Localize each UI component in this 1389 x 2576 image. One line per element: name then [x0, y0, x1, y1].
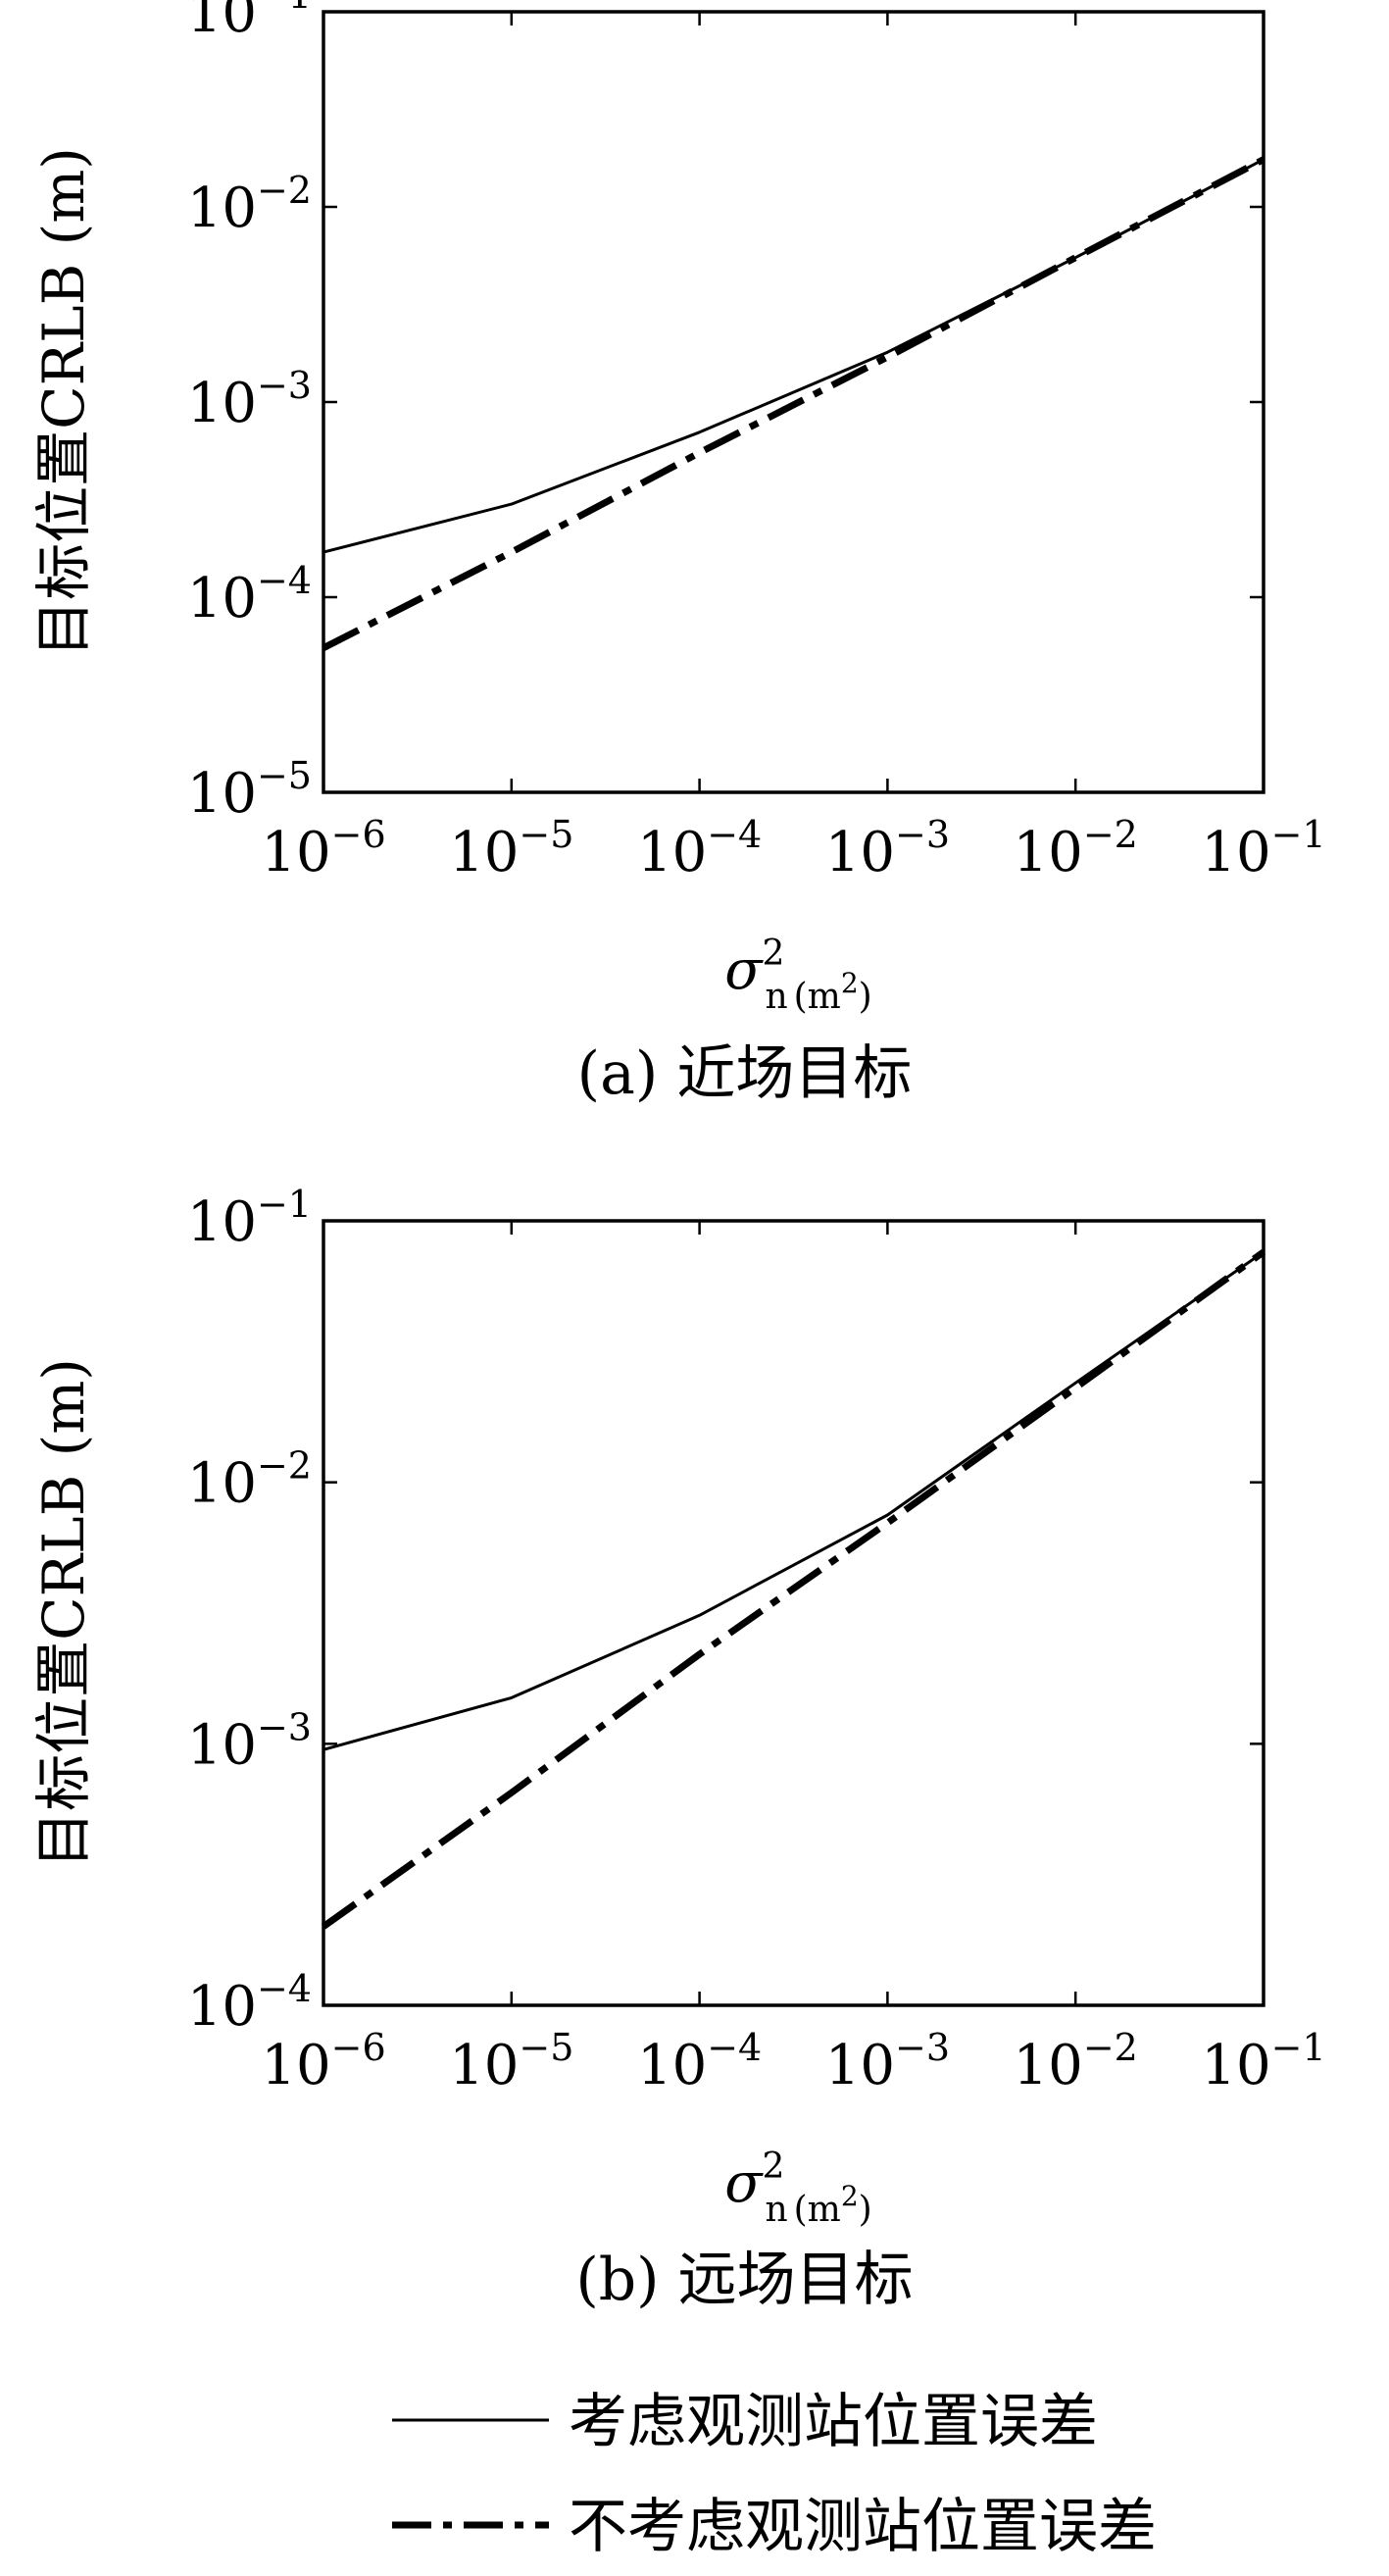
y-tick-label: 10−1 — [187, 0, 312, 45]
y-axis-label: 目标位置CRLB (m) — [30, 1358, 97, 1868]
y-tick-label: 10−5 — [187, 754, 312, 826]
series-line-with-station-error — [322, 1250, 1265, 1751]
y-tick-label: 10−2 — [187, 169, 312, 240]
chart-panel-1: 10−6 10−5 10−4 10−3 10−2 10−110−510−410−310−2… — [30, 0, 1326, 1108]
legend-label: 考虑观测站位置误差 — [569, 2388, 1098, 2456]
plot-frame — [322, 1219, 1265, 2007]
x-tick-label: 10−1 — [1201, 813, 1325, 884]
x-tick-label: 10−6 — [261, 2026, 385, 2097]
y-tick-label: 10−4 — [187, 559, 312, 631]
y-tick-label: 10−1 — [187, 1183, 312, 1254]
x-tick-label: 10−3 — [825, 2026, 950, 2097]
y-tick-label: 10−3 — [187, 364, 312, 435]
y-tick-label: 10−2 — [187, 1444, 312, 1516]
y-tick-label: 10−4 — [187, 1967, 312, 2039]
x-tick-label: 10−4 — [637, 813, 762, 884]
x-tick-label: 10−6 — [261, 813, 385, 884]
x-tick-label: 10−3 — [825, 813, 950, 884]
series-line-without-station-error — [321, 1248, 1266, 1930]
y-axis-label: 目标位置CRLB (m) — [30, 147, 97, 657]
x-tick-label: 10−2 — [1014, 2026, 1138, 2097]
x-tick-label: 10−5 — [449, 813, 573, 884]
series-line-with-station-error — [322, 158, 1265, 554]
series-line-without-station-error — [322, 156, 1265, 651]
x-tick-label: 10−5 — [449, 2026, 573, 2097]
legend-label: 不考虑观测站位置误差 — [569, 2493, 1157, 2561]
panel-caption: (b) 远场目标 — [575, 2246, 913, 2314]
x-axis-label: σ2 n (m2) — [724, 934, 871, 1017]
y-tick-label: 10−3 — [187, 1705, 312, 1777]
x-axis-label: σ2 n (m2) — [724, 2147, 871, 2230]
x-tick-label: 10−2 — [1014, 813, 1138, 884]
chart-panel-2: 10−6 10−5 10−4 10−3 10−2 10−1 10−4 10−3 10−2 10−1… — [30, 1183, 1326, 2314]
x-tick-label: 10−4 — [637, 2026, 762, 2097]
panel-caption: (a) 近场目标 — [577, 1039, 913, 1108]
x-tick-label: 10−1 — [1201, 2026, 1325, 2097]
